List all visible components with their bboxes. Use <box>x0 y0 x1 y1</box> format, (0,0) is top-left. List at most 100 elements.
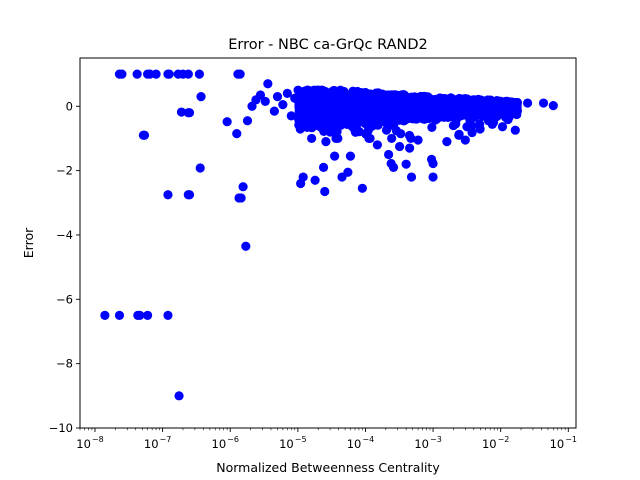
data-point <box>242 116 253 126</box>
data-point <box>473 106 483 117</box>
data-point <box>307 133 317 144</box>
data-point <box>343 101 353 112</box>
data-point <box>522 98 533 108</box>
data-point <box>184 190 195 200</box>
data-point <box>222 117 232 127</box>
data-point <box>406 172 417 182</box>
data-point <box>302 122 312 132</box>
data-point <box>352 91 362 101</box>
data-point <box>356 103 367 113</box>
data-point <box>403 113 413 123</box>
data-point <box>286 111 296 121</box>
data-point <box>236 193 246 203</box>
chart-title: Error - NBC ca-GrQc RAND2 <box>228 37 428 53</box>
data-point <box>100 310 110 320</box>
data-point <box>409 114 420 124</box>
data-point <box>323 89 333 99</box>
data-point <box>312 100 322 111</box>
data-point <box>365 89 375 99</box>
data-point <box>139 130 150 140</box>
data-point <box>132 69 142 79</box>
data-point <box>331 107 341 117</box>
data-point <box>457 95 467 105</box>
data-point <box>183 69 193 79</box>
data-point <box>282 88 292 98</box>
x-axis-label: Normalized Betweenness Centrality <box>216 460 440 475</box>
data-point <box>448 102 458 113</box>
data-point <box>342 116 353 126</box>
data-point <box>385 111 395 121</box>
data-point <box>381 125 392 135</box>
data-point <box>483 116 494 126</box>
data-point <box>321 137 331 147</box>
data-point <box>333 133 343 144</box>
data-point <box>309 114 319 124</box>
data-point <box>278 100 288 110</box>
data-point <box>425 93 435 103</box>
data-point <box>493 105 503 115</box>
data-point <box>538 98 549 108</box>
data-point <box>345 151 356 161</box>
y-axis-label: Error <box>21 227 36 258</box>
data-point <box>367 118 377 128</box>
data-point <box>330 151 340 161</box>
data-point <box>196 92 206 102</box>
y-tick-label: −8 <box>56 357 73 371</box>
data-point <box>255 90 266 100</box>
data-point <box>163 190 173 200</box>
data-point <box>195 163 205 173</box>
data-point <box>497 122 508 132</box>
data-point <box>241 241 251 251</box>
data-point <box>375 113 385 123</box>
data-point <box>384 149 394 160</box>
data-point <box>387 133 397 144</box>
y-tick-label: −10 <box>49 421 73 435</box>
y-tick-label: −4 <box>56 228 73 242</box>
data-point <box>272 92 283 102</box>
data-point <box>413 135 423 145</box>
data-point <box>395 141 405 152</box>
data-point <box>319 126 329 136</box>
data-point <box>135 310 145 320</box>
data-point <box>442 137 452 147</box>
y-tick-label: −6 <box>56 292 73 306</box>
plot-frame <box>79 57 577 429</box>
data-point <box>263 79 273 89</box>
data-point <box>164 69 174 79</box>
data-point <box>466 121 477 131</box>
data-point <box>395 105 406 115</box>
data-point <box>350 127 361 137</box>
data-point <box>475 119 485 129</box>
data-point <box>260 96 270 107</box>
data-point <box>385 96 395 106</box>
data-point <box>476 98 486 108</box>
data-point <box>314 91 324 101</box>
points-layer <box>100 69 558 401</box>
data-point <box>406 133 416 144</box>
data-point <box>404 102 414 113</box>
data-point <box>298 172 308 182</box>
data-point <box>176 107 187 117</box>
data-point <box>502 105 512 116</box>
data-point <box>342 92 352 102</box>
data-point <box>117 69 127 79</box>
data-point <box>269 106 279 116</box>
data-point <box>143 310 153 320</box>
data-point <box>368 104 378 115</box>
data-point <box>510 125 520 135</box>
data-point <box>303 85 313 95</box>
data-point <box>365 133 375 144</box>
data-point <box>388 162 399 172</box>
data-point <box>396 129 406 139</box>
y-tick-label: 0 <box>66 99 73 113</box>
data-point <box>428 172 438 182</box>
data-point <box>435 93 445 103</box>
data-point <box>454 129 464 139</box>
data-point <box>460 135 470 145</box>
data-point <box>449 112 459 122</box>
data-point <box>318 162 329 172</box>
data-point <box>151 69 161 79</box>
data-point <box>396 96 406 106</box>
